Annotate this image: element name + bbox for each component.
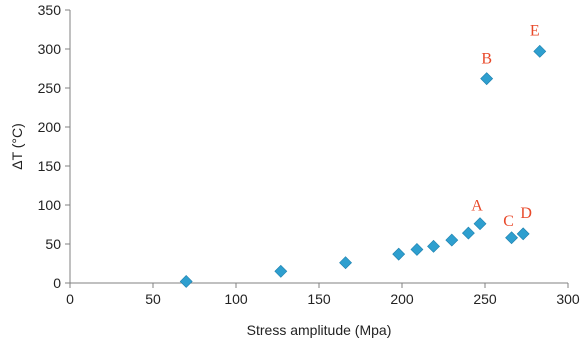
chart-annotations: A B C D E [471,22,539,229]
data-point [274,264,288,278]
annotation-label: D [520,205,532,222]
data-point [461,226,475,240]
y-tick-label: 50 [45,236,61,252]
y-tick-label: 350 [38,2,62,18]
annotation-label: E [530,22,540,39]
y-tick-label: 200 [38,119,62,135]
chart-ticks: 0 50 100 150 200 250 300 0 50 100 150 200 250 300 350 [38,2,580,307]
annotation-label: A [471,198,483,215]
x-tick-label: 200 [390,291,414,307]
x-axis-title: Stress amplitude (Mpa) [247,322,392,338]
x-tick-label: 50 [145,291,161,307]
x-tick-label: 0 [66,291,74,307]
data-point [516,227,530,241]
x-tick-label: 300 [556,291,580,307]
annotation-label: C [503,213,514,230]
y-tick-label: 150 [38,158,62,174]
annotation-label: B [481,51,492,68]
data-point [410,243,424,256]
y-tick-label: 0 [53,275,61,291]
data-point [480,72,494,86]
chart-axes [69,10,568,284]
y-tick-label: 250 [38,80,62,96]
data-point [427,239,440,253]
data-point [533,44,547,58]
y-axis-title: ΔT (°C) [9,123,25,170]
y-tick-label: 300 [38,41,62,57]
data-point [392,247,406,261]
data-point [445,233,459,247]
x-tick-label: 150 [307,291,331,307]
y-tick-label: 100 [38,197,62,213]
chart-points [179,44,547,288]
data-point [339,256,352,270]
x-tick-label: 100 [224,291,248,307]
data-point [473,217,487,231]
data-point [505,231,518,245]
data-point [179,275,193,288]
x-tick-label: 250 [473,291,497,307]
